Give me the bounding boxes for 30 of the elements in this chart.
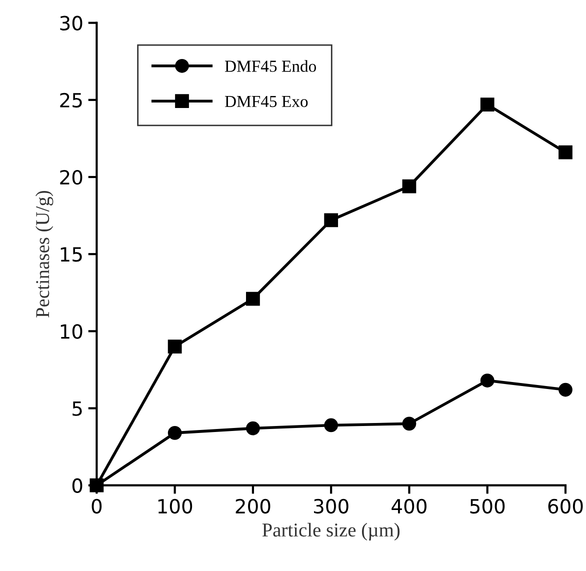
point [480,374,494,388]
y-tick-label: 30 [60,16,82,31]
x-tick-label: 500 [470,498,505,514]
point [402,416,416,431]
y-tick-label: 10 [60,324,82,339]
point [168,426,182,440]
y-tick-label: 15 [60,247,82,262]
x-tick-label: 100 [158,498,192,514]
point [246,421,260,436]
point [168,340,182,354]
legend-label: DMF45 Exo [224,96,308,108]
point [246,292,260,306]
point [558,145,572,160]
point [324,213,338,228]
y-tick-label: 20 [60,170,82,185]
x-tick-label: 300 [314,498,348,514]
x-axis-title: Particle size (µm) [262,522,400,541]
x-tick-label: 0 [92,498,102,514]
point [480,98,494,112]
y-axis-title: Pectinases (U/g) [36,190,54,318]
x-tick-label: 200 [236,498,270,514]
point [324,418,338,432]
x-tick-label: 400 [392,498,426,514]
y-tick-label: 0 [72,478,82,494]
point [558,382,572,397]
x-tick-label: 600 [548,498,583,514]
y-tick-label: 25 [60,92,82,108]
y-tick-label: 5 [72,401,82,416]
legend-label: DMF45 Endo [224,60,316,72]
point [402,179,416,194]
